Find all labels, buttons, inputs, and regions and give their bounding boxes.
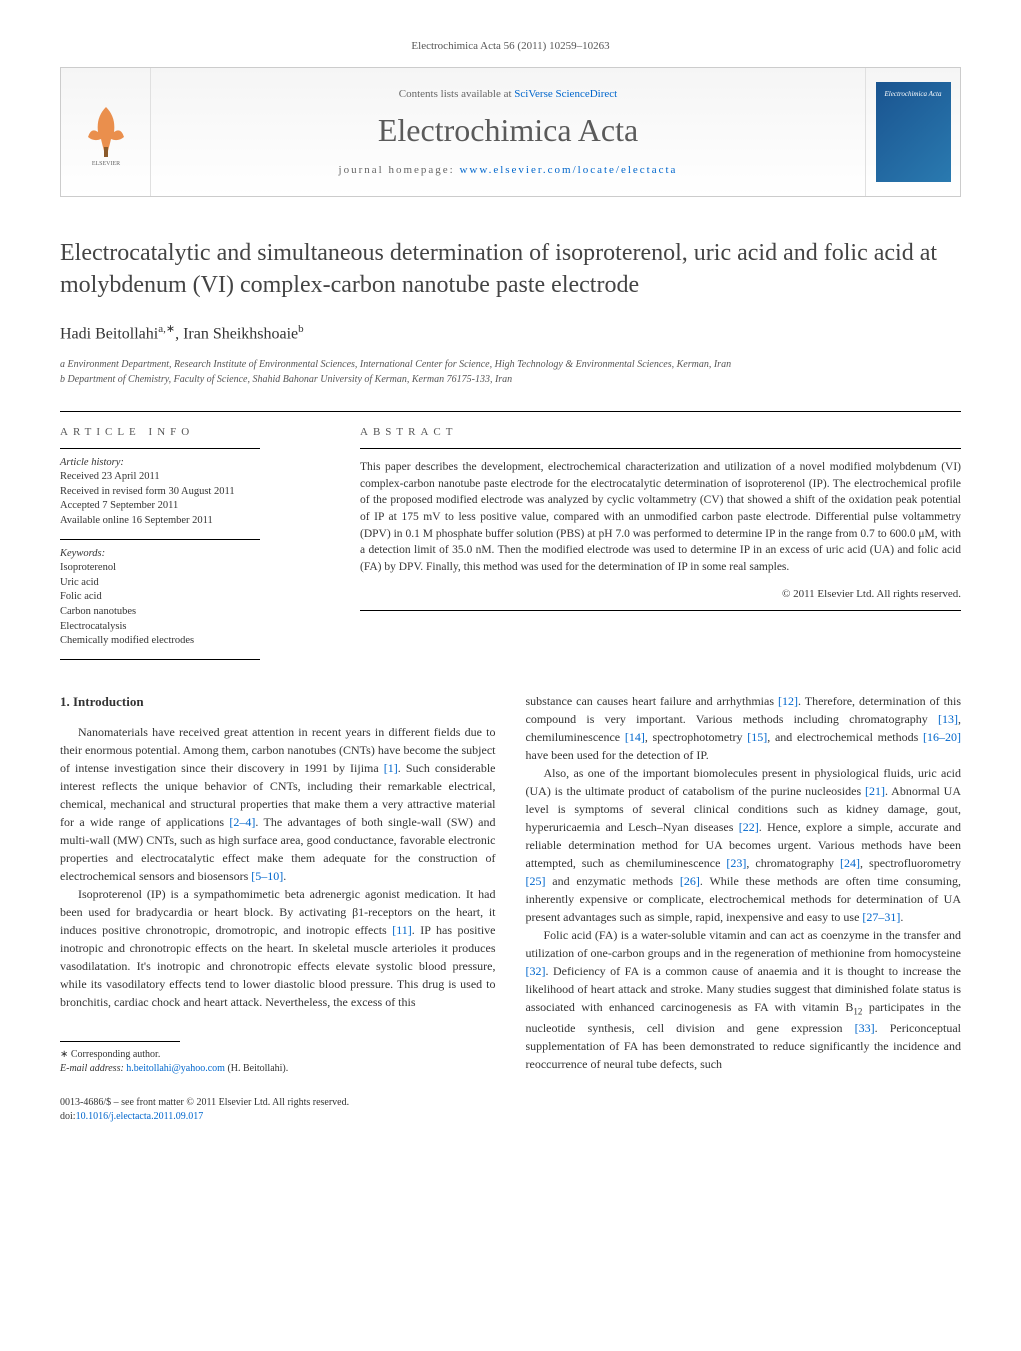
banner-center: Contents lists available at SciVerse Sci… — [151, 78, 865, 186]
ref-link[interactable]: [12] — [778, 694, 798, 708]
ref-link[interactable]: [1] — [384, 761, 398, 775]
history-accepted: Accepted 7 September 2011 — [60, 499, 320, 514]
footnotes: ∗ Corresponding author. E-mail address: … — [60, 1041, 496, 1076]
doi-link[interactable]: 10.1016/j.electacta.2011.09.017 — [76, 1111, 204, 1122]
author-1: Hadi Beitollahi — [60, 325, 158, 342]
divider-abstract-bottom — [360, 610, 961, 611]
intro-para-5: Folic acid (FA) is a water-soluble vitam… — [526, 926, 962, 1073]
info-abstract-row: ARTICLE INFO Article history: Received 2… — [60, 426, 961, 668]
cover-thumb-text: Electrochimica Acta — [885, 90, 942, 98]
homepage-line: journal homepage: www.elsevier.com/locat… — [161, 164, 855, 176]
abstract-heading: ABSTRACT — [360, 426, 961, 438]
keywords-block: Keywords: Isoproterenol Uric acid Folic … — [60, 548, 320, 649]
affiliation-a: a Environment Department, Research Insti… — [60, 357, 961, 372]
email-line: E-mail address: h.beitollahi@yahoo.com (… — [60, 1062, 496, 1076]
ref-link[interactable]: [22] — [739, 820, 759, 834]
introduction-heading: 1. Introduction — [60, 692, 496, 712]
abstract-text: This paper describes the development, el… — [360, 459, 961, 576]
keyword-2: Uric acid — [60, 576, 320, 591]
elsevier-tree-logo: ELSEVIER — [76, 97, 136, 167]
sciencedirect-link[interactable]: SciVerse ScienceDirect — [514, 88, 617, 100]
author-1-sup: a,∗ — [158, 323, 175, 335]
history-revised: Received in revised form 30 August 2011 — [60, 485, 320, 500]
body-two-column: 1. Introduction Nanomaterials have recei… — [60, 692, 961, 1125]
bottom-meta: 0013-4686/$ – see front matter © 2011 El… — [60, 1096, 496, 1124]
contents-available-line: Contents lists available at SciVerse Sci… — [161, 88, 855, 100]
cover-thumb-container: Electrochimica Acta — [865, 68, 960, 196]
ref-link[interactable]: [24] — [840, 856, 860, 870]
keyword-3: Folic acid — [60, 590, 320, 605]
ref-link[interactable]: [5–10] — [251, 869, 283, 883]
ref-link[interactable]: [27–31] — [862, 910, 900, 924]
ref-link[interactable]: [26] — [680, 874, 700, 888]
footnote-divider — [60, 1041, 180, 1042]
abstract-column: ABSTRACT This paper describes the develo… — [360, 426, 961, 668]
ref-link[interactable]: [11] — [392, 923, 412, 937]
contents-prefix: Contents lists available at — [399, 88, 514, 100]
author-2: , Iran Sheikhshoaie — [175, 325, 298, 342]
journal-name: Electrochimica Acta — [161, 112, 855, 149]
front-matter-line: 0013-4686/$ – see front matter © 2011 El… — [60, 1096, 496, 1110]
keyword-4: Carbon nanotubes — [60, 605, 320, 620]
divider-top — [60, 411, 961, 412]
ref-link[interactable]: [25] — [526, 874, 546, 888]
affiliation-b: b Department of Chemistry, Faculty of Sc… — [60, 372, 961, 387]
affiliations: a Environment Department, Research Insti… — [60, 357, 961, 387]
email-label: E-mail address: — [60, 1063, 126, 1074]
author-2-sup: b — [298, 323, 304, 335]
article-title: Electrocatalytic and simultaneous determ… — [60, 237, 961, 302]
doi-prefix: doi: — [60, 1111, 76, 1122]
ref-link[interactable]: [32] — [526, 964, 546, 978]
elsevier-logo-container: ELSEVIER — [61, 68, 151, 196]
history-online: Available online 16 September 2011 — [60, 514, 320, 529]
keyword-1: Isoproterenol — [60, 561, 320, 576]
authors-line: Hadi Beitollahia,∗, Iran Sheikhshoaieb — [60, 322, 961, 343]
divider-mini-2 — [60, 539, 260, 540]
divider-abstract-top — [360, 448, 961, 449]
article-info-column: ARTICLE INFO Article history: Received 2… — [60, 426, 320, 668]
header-citation: Electrochimica Acta 56 (2011) 10259–1026… — [60, 40, 961, 52]
ref-link[interactable]: [14] — [625, 730, 645, 744]
history-label: Article history: — [60, 457, 320, 468]
history-received: Received 23 April 2011 — [60, 470, 320, 485]
ref-link[interactable]: [2–4] — [229, 815, 255, 829]
keywords-label: Keywords: — [60, 548, 320, 559]
homepage-link[interactable]: www.elsevier.com/locate/electacta — [459, 164, 677, 176]
email-suffix: (H. Beitollahi). — [225, 1063, 288, 1074]
svg-text:ELSEVIER: ELSEVIER — [91, 161, 119, 167]
ref-link[interactable]: [13] — [938, 712, 958, 726]
email-link[interactable]: h.beitollahi@yahoo.com — [126, 1063, 225, 1074]
doi-line: doi:10.1016/j.electacta.2011.09.017 — [60, 1110, 496, 1124]
keyword-6: Chemically modified electrodes — [60, 634, 320, 649]
journal-banner: ELSEVIER Contents lists available at Sci… — [60, 67, 961, 197]
ref-link[interactable]: [16–20] — [923, 730, 961, 744]
ref-link[interactable]: [15] — [747, 730, 767, 744]
article-info-heading: ARTICLE INFO — [60, 426, 320, 438]
keyword-5: Electrocatalysis — [60, 620, 320, 635]
divider-mini-3 — [60, 659, 260, 660]
journal-cover-thumb: Electrochimica Acta — [876, 82, 951, 182]
divider-mini-1 — [60, 448, 260, 449]
corresponding-author-note: ∗ Corresponding author. — [60, 1048, 496, 1062]
intro-para-2: Isoproterenol (IP) is a sympathomimetic … — [60, 885, 496, 1011]
intro-para-3: substance can causes heart failure and a… — [526, 692, 962, 764]
ref-link[interactable]: [33] — [855, 1021, 875, 1035]
copyright-line: © 2011 Elsevier Ltd. All rights reserved… — [360, 588, 961, 600]
body-column-right: substance can causes heart failure and a… — [526, 692, 962, 1125]
homepage-prefix: journal homepage: — [339, 164, 460, 176]
ref-link[interactable]: [21] — [865, 784, 885, 798]
ref-link[interactable]: [23] — [726, 856, 746, 870]
body-column-left: 1. Introduction Nanomaterials have recei… — [60, 692, 496, 1125]
intro-para-1: Nanomaterials have received great attent… — [60, 723, 496, 885]
intro-para-4: Also, as one of the important biomolecul… — [526, 764, 962, 926]
